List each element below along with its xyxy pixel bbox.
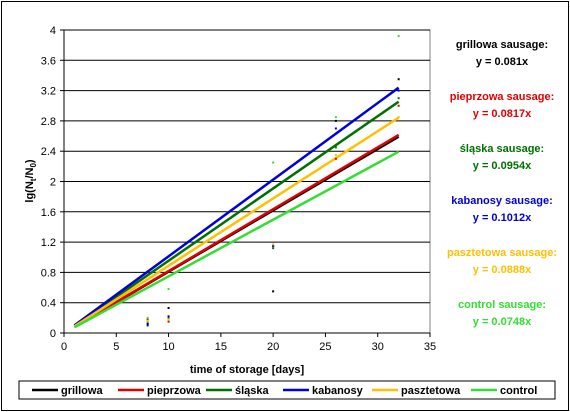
legend-label: grillowa <box>61 385 103 397</box>
data-point-śląska <box>272 247 275 250</box>
y-tick-label: 4 <box>50 25 56 37</box>
y-axis-ticks: 0 0.4 0.8 1.2 1.6 2 2.4 2.8 3.2 3.6 4 <box>41 25 64 340</box>
data-point-grillowa <box>334 119 337 122</box>
data-point-pasztetowa <box>334 153 337 156</box>
legend-label: control <box>500 385 537 397</box>
y-tick-label: 3.2 <box>41 86 56 98</box>
data-point-control <box>397 35 400 38</box>
x-tick-label: 30 <box>372 341 384 353</box>
annotation-label: kabanosy sausage: <box>451 195 553 207</box>
data-point-kabanosy <box>397 89 400 92</box>
y-tick-label: 1.2 <box>41 237 56 249</box>
equation-annotations: grillowa sausage: y = 0.081x pieprzowa sau… <box>447 39 557 328</box>
y-tick-label: 0.8 <box>41 267 56 279</box>
legend-label: śląska <box>235 385 270 397</box>
data-point-pasztetowa <box>167 318 170 321</box>
data-point-śląska <box>397 97 400 100</box>
y-tick-label: 0 <box>50 328 56 340</box>
data-point-grillowa <box>397 78 400 81</box>
x-axis-title: time of storage [days] <box>190 364 305 376</box>
data-point-kabanosy <box>167 315 170 318</box>
trend-line-pasztetowa <box>73 116 400 328</box>
x-tick-label: 35 <box>424 341 436 353</box>
data-point-pasztetowa <box>272 243 275 246</box>
trend-line-pieprzowa <box>73 133 400 328</box>
data-point-control <box>272 161 275 164</box>
y-axis-title: lg(Nt/N0) <box>24 159 38 203</box>
y-tick-label: 2 <box>50 177 56 189</box>
annotation-label: śląska sausage: <box>460 143 544 155</box>
y-tick-label: 1.6 <box>41 207 56 219</box>
data-point-control <box>146 316 149 319</box>
data-point-pasztetowa <box>146 319 149 322</box>
annotation-equation: y = 0.0817x <box>473 108 532 120</box>
data-point-control <box>334 116 337 119</box>
data-point-pieprzowa <box>146 318 149 321</box>
trend-lines <box>73 86 400 329</box>
x-tick-label: 20 <box>267 341 279 353</box>
legend-label: kabanosy <box>312 385 364 397</box>
data-point-control <box>167 288 170 291</box>
data-point-pasztetowa <box>397 116 400 119</box>
annotation-equation: y = 0.1012x <box>473 212 532 224</box>
trend-line-control <box>73 150 400 329</box>
y-tick-label: 0.4 <box>41 298 56 310</box>
annotation-label: pasztetowa sausage: <box>447 247 557 259</box>
annotation-label: pieprzowa sausage: <box>450 91 555 103</box>
x-tick-label: 0 <box>61 341 67 353</box>
legend-label: pasztetowa <box>401 385 461 397</box>
data-point-pieprzowa <box>167 320 170 323</box>
data-point-grillowa <box>146 322 149 325</box>
data-point-grillowa <box>272 290 275 293</box>
y-tick-label: 2.4 <box>41 146 56 158</box>
annotation-label: control sausage: <box>458 299 546 311</box>
annotation-equation: y = 0.0748x <box>473 316 532 328</box>
legend-label: pieprzowa <box>147 385 202 397</box>
data-point-śląska <box>334 146 337 149</box>
trend-line-kabanosy <box>73 86 400 327</box>
data-point-pieprzowa <box>334 157 337 160</box>
x-tick-label: 5 <box>113 341 119 353</box>
y-tick-label: 2.8 <box>41 116 56 128</box>
x-axis-ticks: 0 5 10 15 20 25 30 35 <box>61 333 436 353</box>
data-point-kabanosy <box>272 244 275 247</box>
trend-line-śląska <box>73 100 400 327</box>
x-tick-label: 25 <box>319 341 331 353</box>
legend: grillowa pieprzowa śląska kabanosy pasztetow… <box>32 385 537 397</box>
data-point-pieprzowa <box>397 104 400 107</box>
data-point-kabanosy <box>334 127 337 130</box>
x-tick-label: 15 <box>215 341 227 353</box>
annotation-equation: y = 0.081x <box>476 56 529 68</box>
gridlines <box>64 29 430 304</box>
annotation-equation: y = 0.0888x <box>473 264 532 276</box>
data-points <box>146 35 400 327</box>
data-point-śląska <box>167 316 170 319</box>
x-tick-label: 10 <box>162 341 174 353</box>
annotation-equation: y = 0.0954x <box>473 160 532 172</box>
data-point-kabanosy <box>146 324 149 327</box>
annotation-label: grillowa sausage: <box>456 39 548 51</box>
data-point-grillowa <box>167 307 170 310</box>
y-tick-label: 3.6 <box>41 55 56 67</box>
